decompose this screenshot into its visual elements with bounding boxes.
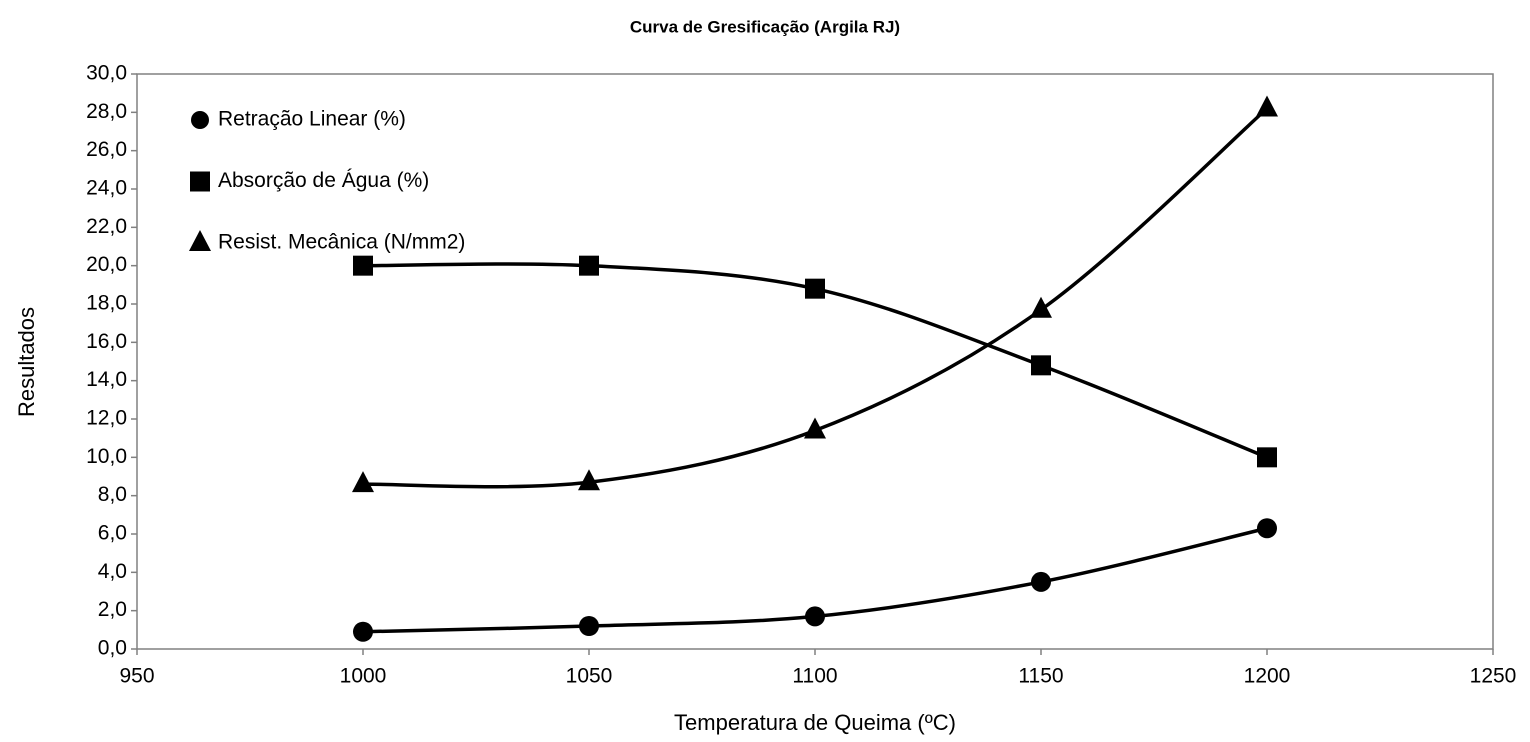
marker (578, 469, 600, 491)
legend-label: Retração Linear (%) (218, 108, 406, 131)
legend-marker (189, 230, 211, 251)
y-tick-label: 22,0 (86, 215, 127, 238)
y-tick-label: 4,0 (98, 560, 127, 583)
y-tick-label: 8,0 (98, 483, 127, 506)
y-tick-label: 18,0 (86, 292, 127, 315)
legend-marker (190, 171, 210, 192)
marker (1031, 355, 1051, 376)
y-tick-label: 26,0 (86, 138, 127, 161)
y-tick-label: 0,0 (98, 637, 127, 660)
marker (352, 471, 374, 493)
marker (1257, 518, 1277, 539)
chart-title: Curva de Gresificação (Argila RJ) (630, 17, 900, 36)
x-tick-label: 1000 (340, 665, 387, 688)
y-axis-label: Resultados (14, 307, 39, 417)
y-tick-label: 16,0 (86, 330, 127, 353)
x-tick-label: 1050 (566, 665, 613, 688)
marker (805, 278, 825, 299)
y-tick-label: 28,0 (86, 100, 127, 123)
marker (1257, 447, 1277, 468)
y-tick-label: 30,0 (86, 62, 127, 85)
y-tick-label: 20,0 (86, 253, 127, 276)
x-tick-label: 950 (119, 665, 154, 688)
plot-frame (136, 73, 1494, 650)
x-tick-label: 1250 (1470, 665, 1517, 688)
y-tick-label: 2,0 (98, 598, 127, 621)
marker (579, 616, 599, 636)
marker (353, 621, 373, 642)
marker (805, 606, 825, 627)
legend-label: Absorção de Água (%) (218, 169, 429, 192)
y-tick-label: 24,0 (86, 177, 127, 200)
x-axis-label: Temperatura de Queima (ºC) (674, 710, 956, 735)
x-tick-label: 1100 (792, 665, 837, 688)
marker (1256, 95, 1278, 117)
marker (1031, 571, 1051, 592)
marker (1030, 296, 1052, 318)
legend-label: Resist. Mecânica (N/mm2) (218, 231, 465, 254)
series-line (362, 107, 1269, 489)
y-tick-label: 10,0 (86, 445, 127, 468)
y-tick-label: 12,0 (86, 407, 127, 430)
x-tick-label: 1150 (1018, 665, 1063, 688)
x-tick-label: 1200 (1244, 665, 1291, 688)
marker (353, 255, 373, 276)
marker (804, 417, 826, 439)
marker (579, 255, 599, 276)
y-tick-label: 6,0 (98, 522, 127, 545)
legend-marker (191, 111, 209, 129)
y-tick-label: 14,0 (86, 368, 127, 391)
